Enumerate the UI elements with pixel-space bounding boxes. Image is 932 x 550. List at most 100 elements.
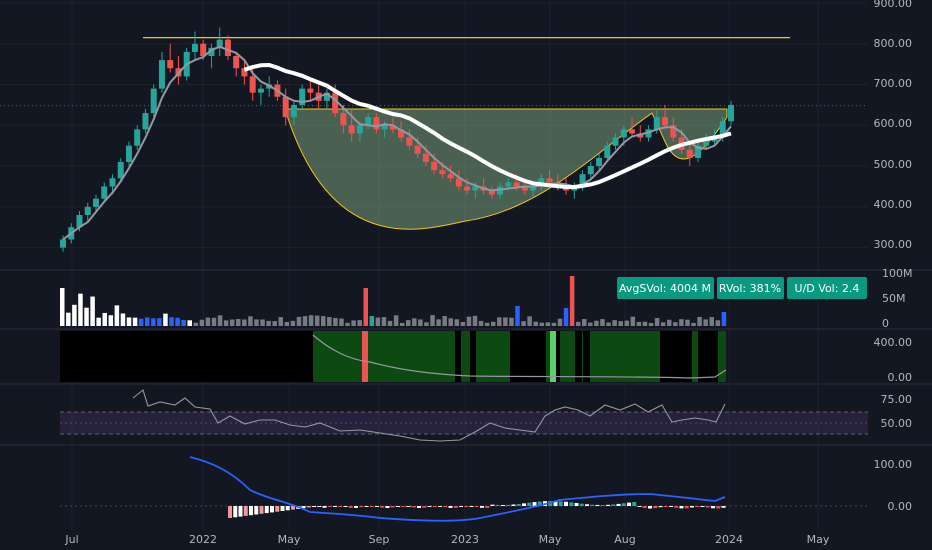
volume-bar <box>126 317 132 326</box>
rvol-tick: 0.00 <box>888 371 913 384</box>
candle-body <box>596 157 603 167</box>
momentum-bar <box>427 506 432 507</box>
candle-body <box>662 117 669 126</box>
momentum-bar <box>490 504 495 506</box>
volume-bar <box>418 319 423 326</box>
volume-bar <box>375 317 381 326</box>
rvol-block-black <box>698 331 718 382</box>
stats-badges: AvgSVol: 4004 M RVol: 381% U/D Vol: 2.4 <box>617 277 867 299</box>
volume-bar <box>60 288 65 326</box>
volume-bar <box>600 319 605 326</box>
candle-body <box>711 137 718 142</box>
volume-bar <box>242 319 247 326</box>
x-tick: 2022 <box>189 533 217 546</box>
volume-bar <box>405 320 411 326</box>
relative-volume-panel <box>60 331 727 382</box>
volume-bar <box>624 320 630 326</box>
candle-body <box>604 145 611 158</box>
momentum-bar <box>516 503 521 506</box>
volume-bar <box>187 320 192 326</box>
volume-bar <box>393 315 399 326</box>
volume-bar <box>102 312 107 326</box>
momentum-bar <box>595 504 600 506</box>
volume-bar <box>339 318 344 326</box>
candle-body <box>216 39 223 48</box>
volume-bar <box>78 293 83 326</box>
momentum-bar <box>653 506 658 509</box>
volume-bar <box>527 316 532 326</box>
volume-bar <box>660 322 666 326</box>
volume-bar <box>254 319 259 326</box>
volume-bar <box>399 322 405 326</box>
rvol-block-black <box>553 331 560 382</box>
momentum-bar <box>669 506 673 507</box>
badge-udvol: U/D Vol: 2.4 <box>795 282 860 295</box>
candle-body <box>439 170 446 175</box>
volume-bar <box>351 320 356 326</box>
momentum-bar <box>558 501 563 506</box>
momentum-bar <box>716 506 721 509</box>
candle-body <box>546 178 553 183</box>
candle-body <box>381 125 388 130</box>
momentum-bar <box>648 506 652 509</box>
momentum-bar <box>327 506 332 507</box>
momentum-bar <box>642 506 647 508</box>
badge-avgsvol: AvgSVol: 4004 M <box>619 282 711 295</box>
candle-body <box>191 43 198 52</box>
rsi-tick: 75.00 <box>881 393 913 406</box>
volume-bar <box>193 322 199 326</box>
volume-bar <box>302 316 308 326</box>
momentum-bar <box>679 506 684 509</box>
x-axis-labels: Jul 2022 May Sep 2023 May Aug 2024 May <box>64 533 829 546</box>
volume-bar <box>618 321 623 326</box>
rvol-highlight-red <box>362 331 368 382</box>
candle-body <box>612 137 619 146</box>
momentum-bar <box>448 506 453 508</box>
candle-body <box>76 215 83 228</box>
volume-bar <box>181 319 186 326</box>
volume-bar <box>721 312 727 326</box>
price-tick: 900.00 <box>874 0 913 10</box>
y-axis-labels: 900.00 800.00 700.00 600.00 500.00 400.0… <box>874 0 913 513</box>
volume-bar <box>642 321 648 326</box>
badge-udvol-bg <box>787 277 867 299</box>
momentum-bar <box>406 506 411 507</box>
momentum-bar <box>401 506 406 507</box>
momentum-bar <box>228 506 232 518</box>
candle-body <box>653 117 660 130</box>
momentum-bar <box>338 506 343 507</box>
momentum-bar <box>485 506 490 508</box>
momentum-bar <box>690 506 694 508</box>
momentum-bar <box>364 506 369 507</box>
candle-body <box>620 129 627 138</box>
volume-tick: 100M <box>882 267 913 280</box>
x-tick: Aug <box>614 533 635 546</box>
candle-body <box>695 145 702 158</box>
momentum-bar <box>522 503 526 506</box>
momentum-bar <box>606 504 610 506</box>
momentum-bar <box>422 506 427 508</box>
volume-bar <box>594 320 599 326</box>
momentum-tick: 100.00 <box>874 458 913 471</box>
volume-bar <box>72 304 77 326</box>
candle-body <box>84 206 91 215</box>
momentum-line <box>189 456 726 522</box>
volume-bar <box>448 318 453 326</box>
x-tick: May <box>807 533 830 546</box>
volume-bar <box>169 317 174 326</box>
volume-bar <box>211 317 217 326</box>
rvol-highlight-green <box>550 331 556 382</box>
momentum-bar <box>354 506 358 508</box>
candle-body <box>158 60 165 89</box>
candle-body <box>224 39 231 56</box>
candle-body <box>92 198 99 207</box>
price-tick: 600.00 <box>874 117 913 130</box>
volume-bar <box>333 317 338 326</box>
candle-body <box>332 92 339 114</box>
momentum-bar <box>527 502 532 506</box>
momentum-bar <box>474 506 479 507</box>
volume-bar <box>551 322 557 326</box>
volume-bar <box>563 308 569 326</box>
volume-bar <box>217 315 223 326</box>
volume-bar <box>321 316 326 326</box>
